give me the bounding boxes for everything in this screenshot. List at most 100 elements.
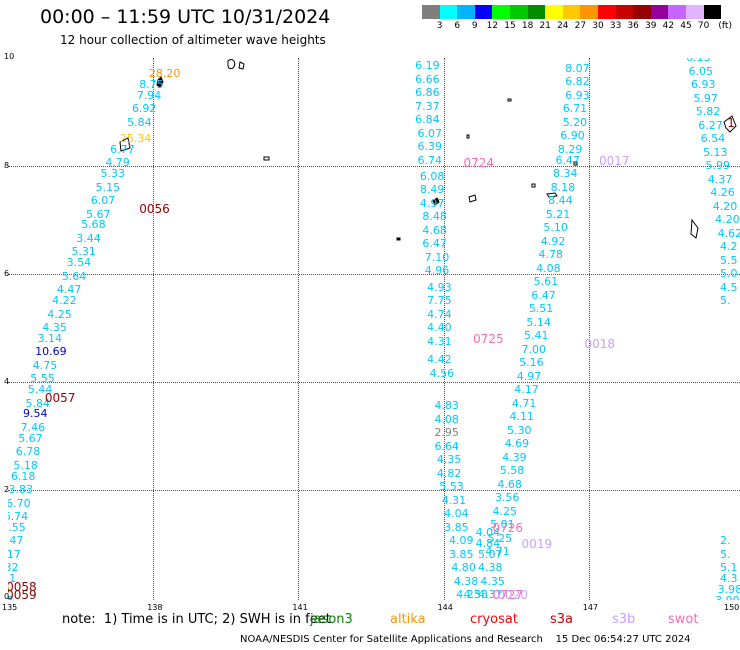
pass-time-label: 0019: [521, 537, 553, 551]
wave-height-value: 5.: [720, 547, 731, 561]
longitude-tick-label: 141: [292, 603, 308, 612]
latitude-gridline: [8, 490, 740, 491]
wave-height-value: 4.96: [424, 264, 450, 278]
pass-time-label: 0059: [8, 588, 37, 600]
wave-height-value: 4.48: [8, 595, 14, 600]
wave-height-value: 5.14: [526, 315, 551, 329]
wave-height-value: 5.58: [499, 464, 525, 478]
wave-height-value: 5.13: [703, 145, 728, 159]
pass-time-label: 0020: [497, 588, 528, 600]
wave-height-value: 4.25: [47, 307, 72, 321]
pass-time-label: 0724: [463, 156, 495, 171]
page-title: 00:00 – 11:59 UTC 10/31/2024: [40, 6, 331, 28]
wave-height-value: 5.55: [30, 372, 55, 386]
longitude-tick-label: 138: [147, 603, 163, 612]
wave-height-value: 8.44: [548, 194, 573, 208]
pass-time-label: 0727: [492, 588, 524, 600]
color-scale-swatch: [509, 5, 528, 19]
wave-height-value: 4.79: [105, 156, 130, 170]
wave-height-value: 5.25: [487, 531, 513, 545]
wave-height-value: 6.08: [419, 169, 445, 183]
color-scale-label: 24: [557, 21, 569, 31]
wave-height-value: 4.04: [444, 507, 469, 521]
wave-height-value: 5.82: [695, 105, 721, 118]
color-scale-label: 9: [471, 21, 478, 31]
wave-height-value: 3.56: [494, 491, 520, 505]
latitude-tick-label: 4: [4, 377, 10, 386]
color-scale-label: 6: [454, 21, 461, 31]
wave-height-value: 4.97: [419, 196, 445, 210]
wave-height-map[interactable]: 28.20 8.75 7.94 6.92 5.84 25.34 6.77 4.79 5.33 5.…: [8, 58, 740, 600]
wave-height-value: 5.84: [127, 115, 152, 129]
wave-height-value: 4.08: [434, 412, 459, 426]
wave-height-value: 4.56: [429, 366, 455, 380]
wave-height-value: 10.69: [35, 345, 67, 359]
color-scale-swatch: [633, 5, 651, 19]
satellite-legend-item: altika: [390, 612, 426, 627]
wave-height-value: 6.07: [90, 194, 116, 208]
color-scale-label: 15: [504, 21, 516, 31]
longitude-tick-label: 150: [724, 603, 740, 612]
latitude-gridline: [8, 274, 740, 275]
wave-height-value: 3.90: [715, 595, 740, 600]
wave-height-value: 5.33: [100, 167, 125, 181]
wave-height-value: 23.47: [8, 586, 11, 597]
latitude-gridline: [8, 382, 740, 383]
wave-height-value: 5.5: [720, 253, 738, 267]
color-scale-swatch: [703, 5, 722, 19]
color-scale-swatch: [562, 5, 581, 19]
wave-height-value: 4.74: [427, 307, 452, 321]
wave-height-value: 6.84: [415, 113, 440, 127]
color-scale-swatch: [580, 5, 598, 19]
wave-height-value: 4.11: [509, 410, 534, 424]
latitude-tick-label: 0: [4, 592, 10, 601]
color-scale-label: 70: [697, 21, 710, 31]
wave-height-value: 7.37: [415, 99, 440, 113]
pass-time-label: 0018: [584, 337, 616, 352]
wave-height-value: 8.48: [422, 210, 447, 224]
wave-height-value: 6.18: [10, 469, 36, 483]
color-scale-swatch: [422, 5, 440, 19]
color-scale-swatch: [615, 5, 634, 19]
wave-height-value: 4.08: [536, 261, 561, 275]
wave-height-value: 5.20: [562, 115, 588, 129]
wave-height-value: 4.75: [32, 358, 58, 372]
wave-height-value: 5.1: [720, 561, 738, 575]
wave-height-value: 3.85: [448, 547, 474, 561]
wave-height-value: 3.44: [76, 231, 101, 245]
pass-time-label: 0017: [599, 153, 630, 168]
color-scale-unit: (ft): [718, 21, 732, 31]
wave-height-value: 6.93: [565, 88, 590, 102]
wave-height-value: 6.47: [531, 288, 556, 302]
color-scale-label: 3: [436, 21, 443, 31]
pass-time-label: 1: [727, 115, 735, 130]
color-scale-swatch: [457, 5, 475, 19]
wave-height-value: 5.99: [705, 159, 730, 172]
wave-height-value: 5.01: [490, 518, 515, 532]
wave-height-value: 5.41: [523, 329, 549, 343]
wave-height-value: 5.55: [8, 520, 26, 534]
wave-height-value: 6.77: [110, 142, 135, 156]
wave-height-value: 4.25: [492, 504, 518, 518]
longitude-gridline: [588, 58, 590, 600]
wave-height-value: 25.34: [119, 132, 152, 145]
wave-height-value: 6.74: [417, 153, 443, 167]
wave-height-value: 6.13: [686, 58, 711, 63]
color-scale-label: 27: [574, 21, 587, 31]
wave-height-value: 3.98: [717, 582, 740, 596]
wave-height-value: 6.17: [8, 547, 21, 561]
wave-height-value: 6.39: [417, 140, 443, 154]
wave-height-value: 4.04: [475, 526, 501, 540]
wave-height-value: 7.75: [427, 294, 452, 307]
wave-height-value: 5.67: [85, 207, 111, 221]
wave-height-value: 6.93: [690, 78, 716, 91]
wave-height-value: 5.44: [27, 383, 53, 397]
wave-height-value: 4.35: [436, 453, 462, 467]
wave-height-value: 3.54: [66, 256, 92, 270]
wave-height-value: 4.39: [502, 450, 527, 464]
wave-height-value: 4.23: [456, 588, 481, 600]
footer-note: note: 1) Time is in UTC; 2) SWH is in fe…: [62, 612, 331, 627]
island-outline-icon: [119, 59, 737, 241]
wave-height-value: 4.71: [511, 396, 537, 410]
wave-height-value: 3.14: [37, 331, 63, 345]
